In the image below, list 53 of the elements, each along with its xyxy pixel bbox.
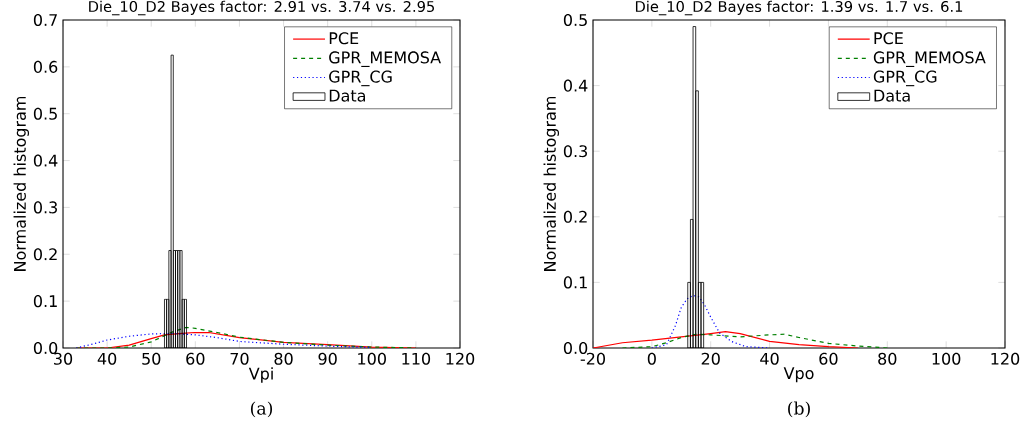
y-tick-label: 0.1 <box>563 276 587 289</box>
y-tick-label: 0.3 <box>563 145 587 158</box>
legend-label: PCE <box>874 32 903 45</box>
y-tick-label: 0.0 <box>33 341 58 355</box>
y-tick-label: 0.1 <box>33 295 57 308</box>
x-tick-label: 0 <box>647 352 656 365</box>
x-tick-label: 50 <box>142 352 161 365</box>
x-tick-label: 100 <box>932 352 961 365</box>
x-tick-label: 40 <box>97 352 117 365</box>
x-tick-label: -20 <box>580 352 606 365</box>
legend-label: GPR_MEMOSA <box>873 51 986 68</box>
x-tick-label: 120 <box>446 352 475 365</box>
x-axis-title: Vpo <box>783 367 814 383</box>
x-tick-label: 70 <box>230 352 249 365</box>
legend-label: GPR_CG <box>873 70 937 87</box>
line-series <box>75 326 417 348</box>
x-tick-label: 90 <box>318 352 337 365</box>
x-tick-label: 40 <box>760 352 779 365</box>
y-tick-label: 0.2 <box>563 210 587 223</box>
line-series <box>75 332 373 348</box>
chart-title: Die_10_D2 Bayes factor: 2.91 vs. 3.74 vs. 2.95 <box>89 0 435 16</box>
x-tick-label: 80 <box>878 352 897 365</box>
y-tick-label: 0.5 <box>563 13 587 27</box>
text: (b) <box>788 401 810 418</box>
x-tick-label: 100 <box>358 352 386 365</box>
line-series <box>621 333 888 348</box>
y-tick-label: 0.4 <box>33 154 58 167</box>
line-series <box>593 330 859 348</box>
x-tick-label: 20 <box>701 352 720 365</box>
legend-label: Data <box>329 89 365 102</box>
y-tick-label: 0.4 <box>563 79 588 92</box>
x-tick-label: 120 <box>991 352 1020 365</box>
y-tick-label: 0.7 <box>33 13 57 27</box>
y-axis-title: Normalized histogram <box>13 96 30 271</box>
chart-title: Die_10_D2 Bayes factor: 1.39 vs. 1.7 vs. 6.1 <box>635 0 963 16</box>
legend-label: GPR_MEMOSA <box>329 51 441 67</box>
x-tick-label: 60 <box>186 352 205 365</box>
x-tick-label: 110 <box>402 352 431 365</box>
y-tick-label: 0.6 <box>33 60 58 73</box>
x-tick-label: 30 <box>54 352 73 365</box>
x-tick-label: 80 <box>274 352 293 365</box>
line-series <box>651 294 771 348</box>
legend-label: Data <box>874 89 910 102</box>
legend-label: GPR_CG <box>329 70 392 87</box>
y-axis-title: Normalized histogram <box>543 96 560 271</box>
y-tick-label: 0.0 <box>563 341 588 355</box>
text: (a) <box>250 401 273 418</box>
x-tick-label: 60 <box>819 352 838 365</box>
y-tick-label: 0.3 <box>33 201 58 214</box>
y-tick-label: 0.2 <box>33 248 57 261</box>
legend-label: PCE <box>329 32 359 45</box>
y-tick-label: 0.5 <box>33 107 57 120</box>
x-axis-title: Vpi <box>248 367 273 383</box>
